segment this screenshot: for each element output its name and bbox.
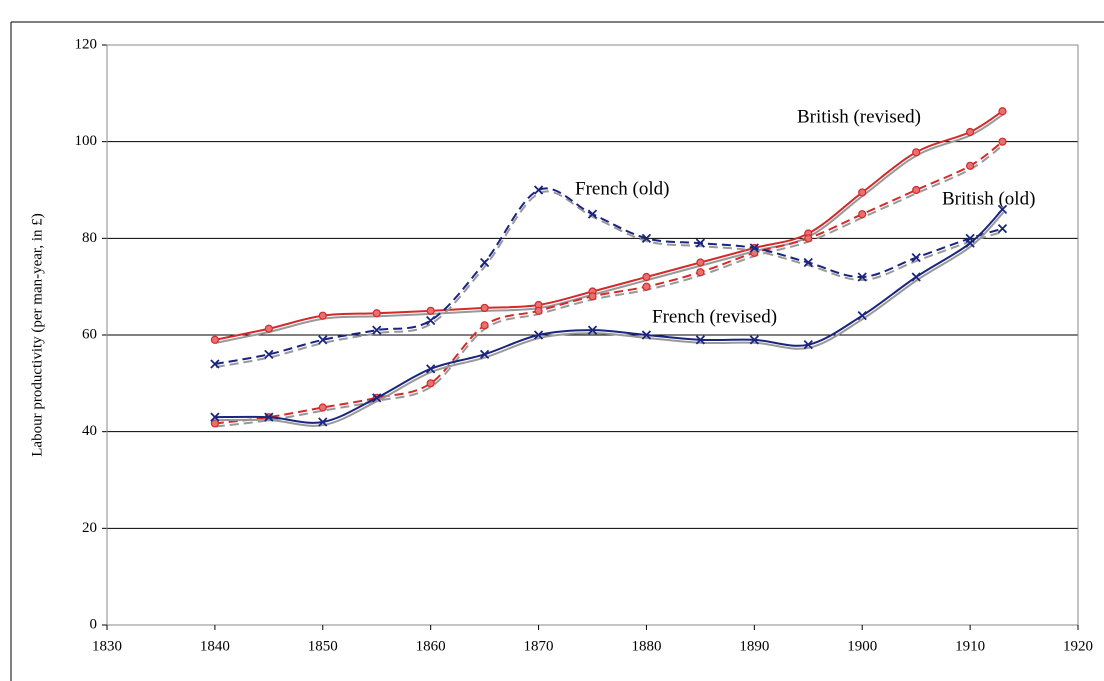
marker [533, 330, 544, 340]
marker [642, 272, 651, 282]
marker [210, 419, 219, 428]
marker [587, 325, 598, 335]
marker [210, 412, 220, 422]
x-tick-label: 1850 [308, 638, 338, 654]
marker [641, 233, 652, 243]
series-label: British (revised) [797, 106, 921, 127]
x-tick-label: 1920 [1063, 638, 1093, 654]
marker [749, 243, 759, 253]
x-tick-label: 1830 [92, 638, 122, 654]
marker [426, 306, 435, 315]
marker [426, 315, 436, 326]
marker [318, 403, 327, 412]
marker [966, 127, 975, 137]
y-tick-label: 20 [82, 520, 97, 536]
y-tick-label: 0 [90, 616, 98, 632]
marker [997, 204, 1008, 214]
marker [998, 137, 1007, 146]
series-label: French (revised) [652, 306, 777, 327]
marker [264, 349, 274, 359]
x-tick-label: 1840 [200, 638, 230, 654]
marker [426, 379, 435, 388]
line-shadow [215, 211, 1005, 427]
y-tick-label: 120 [75, 36, 98, 52]
marker [479, 257, 490, 268]
marker [912, 148, 921, 157]
series-label: French (old) [575, 178, 669, 199]
marker [749, 335, 759, 345]
line-shadow [215, 113, 1005, 344]
marker [696, 258, 705, 267]
x-tick-label: 1900 [847, 638, 877, 654]
marker [695, 238, 706, 248]
x-tick-label: 1870 [524, 638, 554, 654]
marker [210, 335, 219, 344]
y-tick-label: 60 [82, 326, 97, 342]
marker [965, 238, 975, 248]
x-tick-label: 1910 [955, 638, 985, 654]
y-tick-label: 40 [82, 423, 97, 439]
marker [587, 209, 598, 219]
marker [480, 303, 489, 313]
marker [803, 257, 813, 268]
marker [318, 311, 327, 320]
marker [534, 306, 543, 315]
marker [533, 185, 544, 195]
marker [318, 417, 328, 427]
marker [318, 335, 328, 345]
x-tick-label: 1860 [416, 638, 446, 654]
marker [857, 311, 867, 321]
marker [857, 272, 867, 282]
series-label: British (old) [942, 188, 1035, 209]
marker [372, 325, 382, 335]
marker [588, 292, 597, 301]
marker [642, 282, 651, 291]
marker [858, 210, 867, 219]
marker [372, 393, 382, 403]
marker [858, 188, 867, 197]
marker [479, 349, 490, 359]
marker [997, 224, 1008, 234]
marker [803, 340, 813, 350]
x-tick-label: 1890 [739, 638, 769, 654]
marker [911, 272, 921, 282]
marker [480, 321, 489, 330]
y-axis-label: Labour productivity (per man-year, in £) [29, 213, 45, 456]
marker [641, 330, 652, 340]
line [214, 208, 1004, 424]
marker [912, 185, 921, 195]
marker [998, 107, 1007, 116]
marker [696, 268, 705, 277]
marker [372, 309, 381, 318]
marker [264, 324, 273, 333]
line [214, 187, 1003, 365]
marker [695, 335, 706, 345]
marker [966, 161, 975, 170]
marker [911, 253, 921, 263]
marker [264, 412, 274, 422]
marker [426, 364, 436, 374]
line [214, 140, 1004, 425]
y-tick-label: 80 [82, 230, 97, 246]
marker [804, 234, 813, 243]
line [214, 110, 1004, 341]
line-shadow [215, 143, 1005, 428]
marker [210, 359, 220, 369]
y-tick-label: 100 [75, 133, 98, 149]
plot-area [106, 44, 1079, 626]
line-shadow [215, 190, 1004, 368]
x-tick-label: 1880 [631, 638, 661, 654]
